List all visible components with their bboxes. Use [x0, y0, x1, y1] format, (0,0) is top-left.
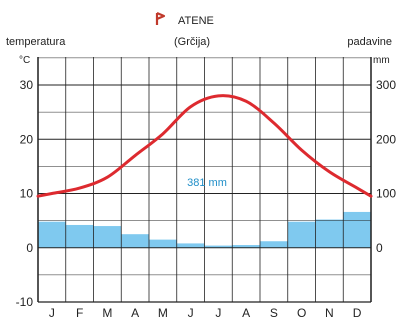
precip-bar — [232, 245, 260, 248]
temperature-line — [36, 94, 373, 198]
station-marker: ATENE (Grčija) — [155, 11, 214, 48]
month-label: J — [49, 306, 55, 320]
precip-bar — [287, 221, 316, 248]
y-right-tick-label: 300 — [376, 78, 396, 92]
precip-bar — [149, 239, 177, 248]
month-label: D — [353, 306, 362, 320]
month-label: A — [242, 306, 250, 320]
precip-bar — [260, 241, 288, 248]
month-label: O — [297, 306, 306, 320]
y-left-ticks: -10 0 10 20 30 — [16, 78, 34, 309]
y-right-tick-label: 200 — [376, 132, 396, 146]
station-country: (Grčija) — [174, 36, 210, 48]
precip-bar — [204, 245, 233, 248]
precip-bar — [343, 211, 371, 248]
annual-precip-total: 381 mm — [187, 177, 227, 189]
station-flag-icon — [155, 11, 166, 25]
y-left-tick-label: 20 — [20, 132, 34, 146]
month-label: A — [131, 306, 139, 320]
y-right-unit: mm — [373, 55, 390, 66]
y-right-tick-label: 100 — [376, 187, 396, 201]
month-label: N — [325, 306, 334, 320]
month-label: M — [158, 306, 168, 320]
y-left-tick-label: 30 — [20, 78, 34, 92]
y-right-ticks: 0 100 200 300 — [376, 78, 396, 255]
precip-bar — [38, 221, 66, 248]
precip-bar — [176, 243, 205, 248]
station-name: ATENE — [178, 15, 214, 27]
y-right-tick-label: 0 — [376, 241, 383, 255]
precip-bar — [93, 226, 122, 248]
precipitation-bars — [38, 211, 371, 248]
precip-bar — [121, 234, 149, 248]
month-label: J — [215, 306, 221, 320]
y-left-tick-label: 0 — [26, 241, 33, 255]
month-label: F — [76, 306, 83, 320]
precip-bar — [315, 219, 344, 248]
precip-bar — [65, 224, 94, 248]
y-right-title: padavine — [347, 36, 392, 48]
y-left-unit: °C — [19, 55, 30, 66]
temperature-series — [36, 94, 373, 198]
month-label: M — [102, 306, 112, 320]
y-left-tick-label: -10 — [16, 295, 34, 309]
y-left-title: temperatura — [6, 36, 66, 48]
y-left-tick-label: 10 — [20, 187, 34, 201]
month-label: J — [188, 306, 194, 320]
month-label: S — [270, 306, 278, 320]
